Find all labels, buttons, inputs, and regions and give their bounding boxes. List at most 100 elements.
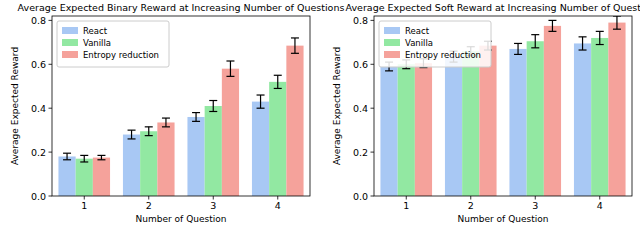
error-cap [531,34,539,35]
frame [374,16,632,196]
error-cap [145,135,153,136]
y-tick-label: 0.2 [31,147,46,158]
marks [380,16,625,196]
x-tick [406,196,407,200]
x-tick-label: 1 [403,200,409,211]
error-cap [257,108,265,109]
x-tick-label: 3 [210,200,216,211]
legend-swatch [384,51,400,58]
x-tick-label: 3 [532,200,538,211]
y-tick-label: 0.6 [353,59,368,70]
legend: ReactVanillaEntropy reduction [57,21,169,67]
bar [479,46,496,196]
frame [52,16,310,196]
error-line [294,38,295,53]
y-tick [49,108,53,109]
error-cap [80,161,88,162]
bar [398,64,415,196]
y-tick-label: 0.2 [353,147,368,158]
bar [591,38,608,196]
error-line [148,127,149,136]
bar [222,69,239,196]
x-tick-label: 4 [275,200,281,211]
error-cap [128,130,136,131]
error-line [131,130,132,139]
legend-label: Vanilla [83,38,111,48]
bar [608,23,625,196]
error-cap [514,43,522,44]
bar [527,41,544,196]
error-cap [514,54,522,55]
bar [445,57,462,196]
bar [157,122,174,196]
error-line [66,153,67,160]
error-bar [128,130,136,139]
error-cap [97,155,105,156]
title: Average Expected Binary Reward at Increa… [18,2,345,13]
error-cap [579,49,587,50]
error-cap [97,159,105,160]
bar [544,26,561,196]
error-bar [145,127,153,136]
error-cap [257,94,265,95]
x-tick [535,196,536,200]
legend-label: Entropy reduction [83,50,159,60]
error-cap [548,20,556,21]
bar [205,106,222,196]
bar [123,135,140,196]
legend: ReactVanillaEntropy reduction [379,21,491,67]
error-bar [209,101,217,112]
chart: 0.00.20.40.60.81234Average Expected Soft… [332,2,640,224]
bar [286,46,303,196]
y-tick-label: 0.0 [353,191,368,202]
y-tick [49,64,53,65]
error-cap [226,60,234,61]
x-tick [277,196,278,200]
error-cap [385,70,393,71]
error-line [277,75,278,88]
error-bar [192,113,200,122]
legend-swatch [62,27,78,34]
error-bar [97,155,105,159]
legend-label: Entropy reduction [405,50,481,60]
x-label: Number of Question [458,214,549,224]
bar [462,51,479,196]
bar [93,158,110,196]
x-tick [470,196,471,200]
error-line [599,31,600,44]
y-tick-label: 0.0 [31,191,46,202]
error-cap [402,68,410,69]
y-tick [49,152,53,153]
y-tick [371,196,375,197]
y-tick [371,108,375,109]
error-cap [192,121,200,122]
error-line [101,155,102,159]
y-tick [371,20,375,21]
error-line [84,155,85,162]
legend-swatch [62,51,78,58]
x-label: Number of Question [136,214,227,224]
error-bar [226,61,234,76]
error-cap [209,111,217,112]
error-cap [192,112,200,113]
y-tick [371,152,375,153]
y-tick [49,20,53,21]
x-tick-label: 1 [81,200,87,211]
x-tick [213,196,214,200]
x-tick-label: 4 [597,200,603,211]
error-line [517,43,518,54]
y-tick-label: 0.6 [31,59,46,70]
error-line [552,20,553,31]
bar [187,117,204,196]
error-cap [613,29,621,30]
legend-swatch [384,39,400,46]
bar [76,159,93,196]
error-bar [80,155,88,162]
bar [269,82,286,196]
error-cap [128,138,136,139]
error-cap [531,47,539,48]
error-cap [209,100,217,101]
error-cap [291,53,299,54]
error-line [535,35,536,48]
error-bar [257,95,265,108]
